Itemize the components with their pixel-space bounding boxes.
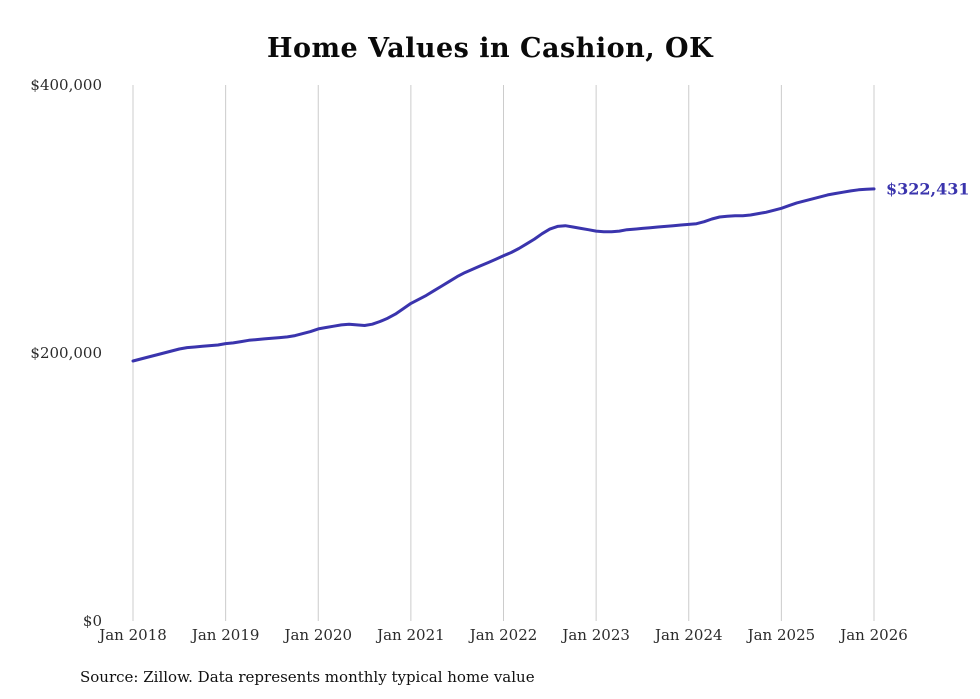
chart-title: Home Values in Cashion, OK <box>266 33 714 64</box>
latest-value-label: $322,431 <box>886 179 970 199</box>
x-axis-tick-label: Jan 2019 <box>191 626 260 644</box>
x-axis-tick-label: Jan 2022 <box>469 626 538 644</box>
y-axis-tick-0: $0 <box>82 612 102 630</box>
x-axis-tick-label: Jan 2023 <box>562 626 630 644</box>
x-axis-tick-label: Jan 2021 <box>377 626 445 644</box>
x-axis-tick-label: Jan 2026 <box>840 626 908 644</box>
x-axis-tick-label: Jan 2025 <box>747 626 816 644</box>
x-axis-tick-label: Jan 2024 <box>654 626 723 644</box>
home-value-line <box>131 187 876 363</box>
x-axis-tick-label: Jan 2018 <box>99 626 167 644</box>
y-axis-tick-400000: $400,000 <box>30 76 102 94</box>
y-axis-tick-200000: $200,000 <box>30 344 102 362</box>
source-note: Source: Zillow. Data represents monthly … <box>80 668 535 686</box>
x-axis-tick-label: Jan 2020 <box>284 626 353 644</box>
